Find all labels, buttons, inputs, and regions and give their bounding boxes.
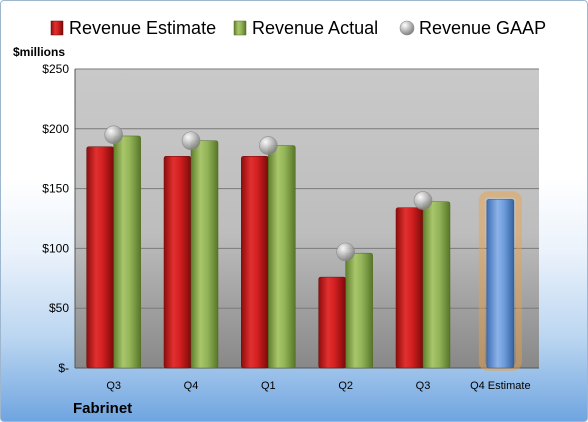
y-tick-label: $50 [49, 301, 69, 315]
legend-label-estimate: Revenue Estimate [69, 18, 216, 38]
x-tick-label: Q1 [261, 380, 276, 392]
bar-revenue-actual [345, 252, 373, 369]
legend-swatch-actual [233, 20, 247, 36]
legend-label-actual: Revenue Actual [252, 18, 378, 38]
bar-revenue-estimate [395, 207, 424, 369]
bar-revenue-actual [190, 140, 219, 369]
x-tick-label: Q4 Estimate [470, 380, 531, 392]
bar-revenue-estimate [318, 276, 346, 369]
legend-marker-gaap [399, 20, 415, 36]
y-tick-label: $100 [42, 241, 69, 255]
x-tick-label: Q3 [106, 380, 121, 392]
y-tick-label: $150 [42, 182, 69, 196]
bar-revenue-actual [268, 145, 296, 369]
bar-revenue-estimate [163, 156, 192, 369]
y-tick-label: $250 [42, 62, 69, 76]
y-tick-label: $- [58, 361, 69, 375]
x-tick-label: Q4 [184, 380, 199, 392]
bar-revenue-estimate [86, 146, 114, 369]
y-unit-label: $millions [13, 45, 65, 59]
marker-revenue-gaap [336, 242, 355, 262]
bar-revenue-actual [113, 135, 141, 369]
company-name: Fabrinet [73, 400, 132, 417]
marker-revenue-gaap [104, 125, 123, 145]
x-tick-label: Q2 [338, 380, 353, 392]
marker-revenue-gaap [413, 191, 433, 210]
bar-revenue-estimate [241, 156, 269, 369]
plot-area [75, 69, 539, 368]
marker-revenue-gaap [259, 136, 278, 155]
bar-revenue-actual [422, 201, 451, 369]
legend-label-gaap: Revenue GAAP [419, 18, 546, 38]
y-tick-label: $200 [42, 122, 69, 136]
legend-swatch-estimate [50, 20, 64, 36]
x-tick-label: Q3 [416, 380, 431, 392]
marker-revenue-gaap [181, 131, 201, 151]
bar-q4-estimate [486, 199, 515, 369]
